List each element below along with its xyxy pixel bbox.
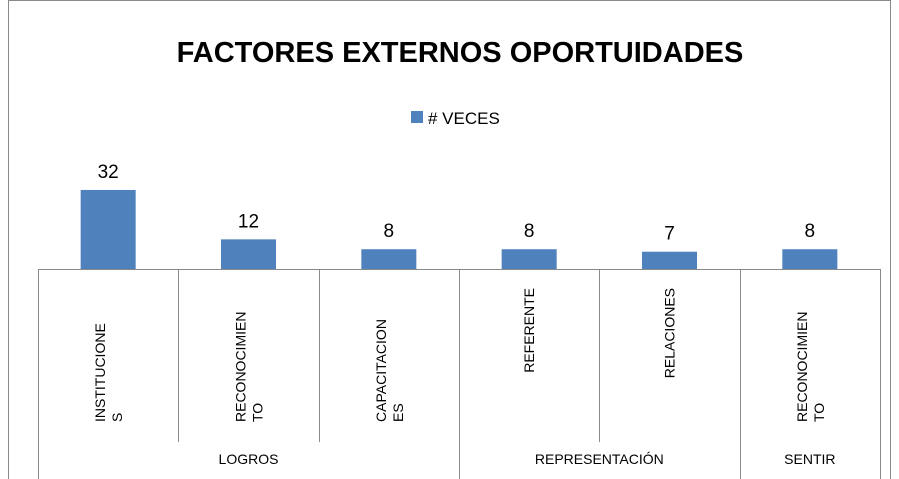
bar (782, 249, 838, 269)
bar (501, 249, 557, 269)
bar (642, 251, 697, 269)
x-tick-label: RECONOCIMIENTO (233, 312, 266, 422)
x-tick-label: CAPACITACIONES (373, 319, 406, 422)
bar (221, 239, 276, 269)
data-label: 32 (98, 162, 119, 183)
bar (361, 249, 417, 269)
bar (80, 189, 136, 269)
group-label: REPRESENTACIÓN (535, 451, 664, 467)
data-label: 12 (238, 211, 259, 232)
chart-title: FACTORES EXTERNOS OPORTUIDADES (177, 37, 744, 69)
group-label: LOGROS (219, 451, 279, 467)
legend-swatch (411, 111, 423, 123)
data-label: 8 (384, 221, 395, 242)
x-tick-label: RELACIONES (662, 288, 678, 378)
x-tick-label: RECONOCIMIENTO (794, 312, 827, 422)
data-label: 8 (805, 221, 816, 242)
chart-frame (8, 0, 891, 479)
data-label: 7 (664, 224, 675, 245)
group-label: SENTIR (784, 451, 835, 467)
data-label: 8 (524, 221, 535, 242)
legend-label: # VECES (428, 109, 500, 128)
x-tick-label: REFERENTE (521, 288, 537, 373)
x-tick-label: INSTITUCIONES (92, 323, 125, 422)
